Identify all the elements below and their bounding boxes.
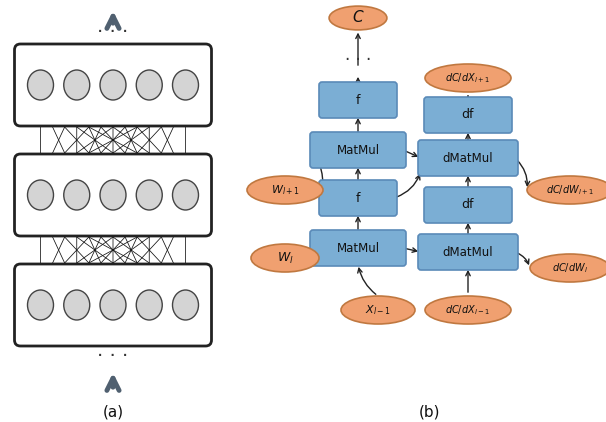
FancyBboxPatch shape [424,97,512,133]
Text: (b): (b) [419,405,441,419]
Ellipse shape [136,70,162,100]
Text: $X_{l-1}$: $X_{l-1}$ [365,303,391,317]
Text: dMatMul: dMatMul [443,151,493,165]
FancyBboxPatch shape [15,264,211,346]
Text: · · ·: · · · [98,22,128,41]
FancyBboxPatch shape [418,140,518,176]
Ellipse shape [64,180,90,210]
Ellipse shape [329,6,387,30]
Text: · · ·: · · · [345,51,371,69]
Ellipse shape [64,290,90,320]
Text: $dC/dX_{l+1}$: $dC/dX_{l+1}$ [445,71,490,85]
Ellipse shape [64,70,90,100]
Text: $W_{l+1}$: $W_{l+1}$ [270,183,299,197]
Ellipse shape [530,254,606,282]
Ellipse shape [100,290,126,320]
Ellipse shape [341,296,415,324]
Text: f: f [356,94,360,106]
Ellipse shape [27,70,53,100]
Text: $W_l$: $W_l$ [276,250,293,265]
FancyBboxPatch shape [310,230,406,266]
Ellipse shape [251,244,319,272]
FancyBboxPatch shape [15,44,211,126]
FancyBboxPatch shape [319,180,397,216]
Text: df: df [462,108,474,122]
FancyBboxPatch shape [319,82,397,118]
Text: df: df [462,198,474,211]
Ellipse shape [100,180,126,210]
Ellipse shape [173,290,199,320]
Text: MatMul: MatMul [336,143,379,157]
FancyBboxPatch shape [424,187,512,223]
Ellipse shape [136,290,162,320]
Text: · · ·: · · · [98,347,128,366]
Ellipse shape [247,176,323,204]
Ellipse shape [527,176,606,204]
FancyBboxPatch shape [310,132,406,168]
FancyBboxPatch shape [15,154,211,236]
Text: dMatMul: dMatMul [443,246,493,259]
Ellipse shape [173,180,199,210]
Text: $dC/dW_l$: $dC/dW_l$ [552,261,588,275]
Text: f: f [356,192,360,205]
Text: C: C [353,11,364,25]
Text: $dC/dW_{l+1}$: $dC/dW_{l+1}$ [546,183,594,197]
Text: $dC/dX_{l-1}$: $dC/dX_{l-1}$ [445,303,490,317]
Ellipse shape [425,64,511,92]
Ellipse shape [100,70,126,100]
Ellipse shape [136,180,162,210]
Ellipse shape [27,290,53,320]
FancyBboxPatch shape [418,234,518,270]
Text: (a): (a) [102,405,124,419]
Ellipse shape [425,296,511,324]
Ellipse shape [173,70,199,100]
Ellipse shape [27,180,53,210]
Text: MatMul: MatMul [336,241,379,254]
